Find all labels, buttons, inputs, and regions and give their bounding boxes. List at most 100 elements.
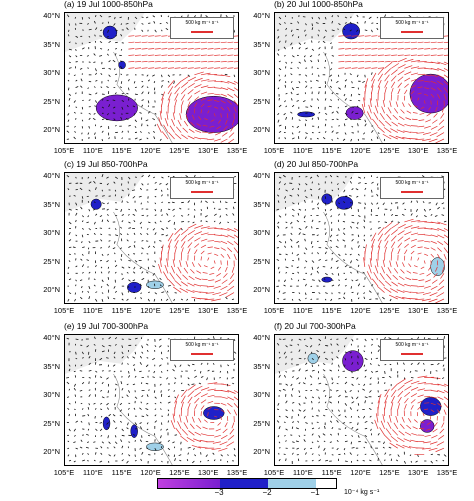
wind-vector bbox=[205, 200, 208, 204]
wind-vector bbox=[296, 266, 299, 269]
wind-vector bbox=[195, 130, 202, 133]
wind-vector bbox=[113, 454, 116, 457]
wind-vector bbox=[364, 78, 369, 88]
wind-vector bbox=[233, 358, 236, 360]
wind-vector bbox=[297, 212, 300, 216]
wind-vector bbox=[338, 202, 340, 205]
wind-vector bbox=[410, 338, 413, 340]
wind-vector bbox=[120, 66, 123, 69]
wind-vector bbox=[278, 23, 282, 26]
wind-vector bbox=[398, 430, 405, 436]
wind-vector bbox=[227, 247, 233, 253]
wind-vector bbox=[298, 80, 301, 84]
colorbar-unit: 10⁻⁴ kg s⁻¹ bbox=[344, 489, 380, 496]
wind-vector bbox=[113, 351, 116, 355]
wind-vector bbox=[139, 439, 142, 442]
wind-vector bbox=[284, 434, 286, 437]
wind-vector bbox=[328, 194, 332, 197]
wind-vector bbox=[344, 402, 348, 406]
colorbar-seg-4 bbox=[316, 479, 336, 488]
wind-vector bbox=[154, 292, 158, 295]
wind-vector bbox=[364, 123, 367, 127]
wind-vector bbox=[152, 74, 155, 77]
wind-vector bbox=[200, 72, 211, 76]
reference-arrow-icon bbox=[191, 31, 213, 33]
wind-vector bbox=[205, 220, 208, 223]
wind-vector bbox=[200, 67, 208, 69]
wind-vector bbox=[276, 234, 280, 237]
wind-vector bbox=[167, 79, 175, 88]
wind-vector bbox=[231, 266, 235, 273]
lon-tick-label: 115°E bbox=[321, 146, 342, 155]
wind-vector bbox=[390, 75, 397, 82]
wind-vector bbox=[174, 382, 176, 385]
wind-vector bbox=[296, 240, 300, 244]
lon-tick-label: 135°E bbox=[436, 146, 458, 155]
wind-vector bbox=[101, 381, 104, 385]
wind-vector bbox=[119, 86, 122, 88]
wind-vector bbox=[298, 111, 301, 114]
wind-vector bbox=[167, 447, 171, 451]
wind-vector bbox=[310, 285, 313, 288]
wind-vector bbox=[167, 48, 175, 50]
wind-vector bbox=[94, 415, 96, 419]
wind-vector bbox=[298, 402, 301, 406]
wind-vector bbox=[227, 41, 234, 44]
wind-vector bbox=[173, 81, 175, 84]
panel-title: (a) 19 Jul 1000-850hPa bbox=[64, 0, 153, 9]
wind-vector bbox=[126, 427, 129, 430]
wind-vector bbox=[336, 175, 339, 178]
wind-vector bbox=[290, 238, 293, 242]
wind-vector bbox=[94, 34, 96, 37]
wind-vector bbox=[336, 234, 339, 237]
wind-vector bbox=[417, 406, 421, 410]
wind-vector bbox=[318, 343, 321, 346]
wind-vector bbox=[443, 336, 445, 340]
wind-vector bbox=[362, 388, 366, 391]
wind-vector bbox=[187, 213, 190, 216]
wind-vector bbox=[390, 81, 396, 88]
lon-tick-label: 120°E bbox=[140, 468, 161, 477]
wind-vector bbox=[363, 257, 366, 267]
wind-vector bbox=[145, 16, 149, 19]
wind-vector bbox=[214, 434, 221, 438]
wind-vector bbox=[139, 187, 142, 191]
wind-vector bbox=[108, 40, 111, 44]
wind-vector bbox=[390, 247, 394, 255]
wind-vector bbox=[81, 290, 84, 293]
wind-vector bbox=[168, 279, 175, 287]
wind-vector bbox=[147, 79, 150, 82]
wind-vector bbox=[317, 116, 319, 120]
wind-vector bbox=[225, 214, 228, 216]
wind-vector bbox=[166, 298, 169, 301]
wind-vector bbox=[200, 54, 208, 56]
wind-vector bbox=[375, 370, 379, 373]
wind-vector bbox=[408, 15, 412, 18]
wind-vector bbox=[435, 447, 445, 453]
colorbar-tick-3: −1 bbox=[310, 488, 320, 497]
wind-vector bbox=[330, 338, 332, 341]
wind-vector bbox=[180, 228, 189, 236]
wind-vector bbox=[95, 381, 97, 385]
wind-vector bbox=[417, 394, 424, 398]
wind-vector bbox=[376, 27, 379, 31]
wind-vector bbox=[101, 138, 103, 142]
wind-vector bbox=[121, 362, 123, 365]
wind-vector bbox=[200, 405, 205, 410]
wind-vector bbox=[210, 266, 215, 270]
wind-vector bbox=[410, 200, 413, 203]
wind-vector bbox=[212, 336, 215, 340]
wind-vector bbox=[207, 382, 218, 385]
wind-vector bbox=[371, 79, 375, 88]
wind-vector bbox=[207, 99, 213, 101]
wind-vector bbox=[220, 247, 226, 251]
wind-vector bbox=[349, 118, 352, 121]
wind-vector bbox=[298, 183, 301, 186]
wind-vector bbox=[233, 409, 238, 416]
wind-vector bbox=[343, 93, 346, 97]
wind-vector bbox=[350, 271, 352, 274]
wind-vector bbox=[114, 441, 118, 445]
wind-vector bbox=[209, 125, 215, 128]
wind-vector bbox=[141, 345, 144, 349]
wind-vector bbox=[161, 91, 166, 101]
